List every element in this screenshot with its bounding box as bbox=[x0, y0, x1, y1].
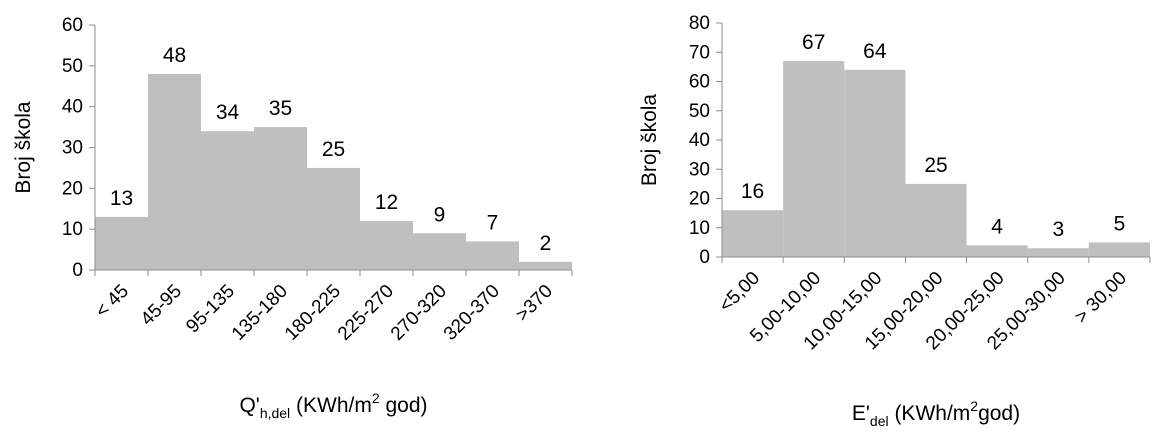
bar-1 bbox=[722, 210, 784, 257]
x-axis-label-unit-pre: (KWh/m bbox=[290, 394, 372, 417]
y-tick-label: 0 bbox=[699, 247, 710, 268]
x-tick-label: 320-370 bbox=[440, 281, 504, 345]
data-label: 34 bbox=[216, 101, 240, 124]
data-label: 64 bbox=[863, 40, 887, 63]
bar-5 bbox=[966, 245, 1028, 257]
x-axis-label-sub: del bbox=[870, 413, 889, 429]
bar-7 bbox=[413, 233, 466, 270]
x-tick-label: < 45 bbox=[92, 281, 133, 322]
y-tick-label: 60 bbox=[689, 72, 710, 93]
data-label: 48 bbox=[163, 44, 186, 67]
x-tick-label: 135-180 bbox=[228, 281, 292, 345]
data-label: 13 bbox=[110, 187, 133, 210]
bar-7 bbox=[1088, 242, 1150, 258]
bar-3 bbox=[844, 69, 906, 257]
x-axis-label-unit-pre: (KWh/m bbox=[889, 402, 971, 425]
y-tick-label: 80 bbox=[689, 13, 710, 34]
data-label: 25 bbox=[924, 154, 947, 177]
bar-6 bbox=[360, 221, 413, 270]
data-label: 9 bbox=[434, 203, 446, 226]
y-tick-label: 10 bbox=[62, 219, 83, 240]
x-axis-label: E'del (KWh/m2god) bbox=[852, 398, 1020, 429]
bar-1 bbox=[95, 216, 148, 270]
y-axis-label: Broj škola bbox=[12, 101, 35, 194]
x-tick-label: 180-225 bbox=[281, 281, 345, 345]
y-tick-label: 30 bbox=[689, 159, 710, 180]
y-tick-label: 50 bbox=[62, 56, 83, 77]
x-tick-label: >370 bbox=[512, 281, 557, 326]
data-label: 25 bbox=[322, 138, 345, 161]
data-label: 35 bbox=[269, 97, 292, 120]
x-axis-label-unit-post: god) bbox=[978, 402, 1020, 425]
x-tick-label: 270-320 bbox=[387, 281, 451, 345]
bar-4 bbox=[905, 183, 967, 258]
x-axis-label-sup: 2 bbox=[372, 390, 380, 406]
data-label: 5 bbox=[1114, 212, 1126, 235]
x-axis-label-unit-post: god) bbox=[380, 394, 428, 417]
bar-9 bbox=[519, 261, 572, 270]
x-tick-label: 225-270 bbox=[334, 281, 398, 345]
data-label: 2 bbox=[540, 232, 552, 255]
bar-8 bbox=[466, 241, 519, 270]
bar-2 bbox=[783, 61, 845, 257]
x-axis-label-sup: 2 bbox=[970, 398, 978, 414]
data-label: 3 bbox=[1052, 218, 1064, 241]
x-axis-label-sub: h,del bbox=[260, 405, 290, 421]
data-label: 16 bbox=[741, 180, 764, 203]
data-label: 12 bbox=[375, 191, 398, 214]
bar-2 bbox=[148, 74, 201, 270]
y-tick-label: 70 bbox=[689, 42, 710, 63]
y-tick-label: 60 bbox=[62, 15, 83, 36]
y-tick-label: 10 bbox=[689, 218, 710, 239]
y-tick-label: 50 bbox=[689, 101, 710, 122]
x-axis-label-main: Q' bbox=[239, 394, 259, 417]
y-axis-label: Broj škola bbox=[638, 94, 661, 187]
x-tick-label: <5,00 bbox=[715, 268, 764, 317]
x-tick-label: > 30,00 bbox=[1071, 268, 1131, 328]
data-label: 4 bbox=[991, 215, 1003, 238]
bar-3 bbox=[201, 131, 254, 270]
x-axis-label-main: E' bbox=[852, 402, 870, 425]
y-tick-label: 30 bbox=[62, 138, 83, 159]
y-tick-label: 40 bbox=[689, 130, 710, 151]
x-tick-label: 45-95 bbox=[137, 281, 186, 330]
x-axis-label: Q'h,del (KWh/m2 god) bbox=[239, 390, 427, 421]
bar-4 bbox=[254, 127, 307, 270]
bar-6 bbox=[1027, 248, 1089, 257]
y-tick-label: 40 bbox=[62, 97, 83, 118]
y-tick-label: 20 bbox=[62, 178, 83, 199]
y-tick-label: 0 bbox=[72, 260, 83, 281]
data-label: 7 bbox=[487, 211, 499, 234]
data-label: 67 bbox=[802, 31, 825, 54]
bar-5 bbox=[307, 167, 360, 270]
y-tick-label: 20 bbox=[689, 189, 710, 210]
